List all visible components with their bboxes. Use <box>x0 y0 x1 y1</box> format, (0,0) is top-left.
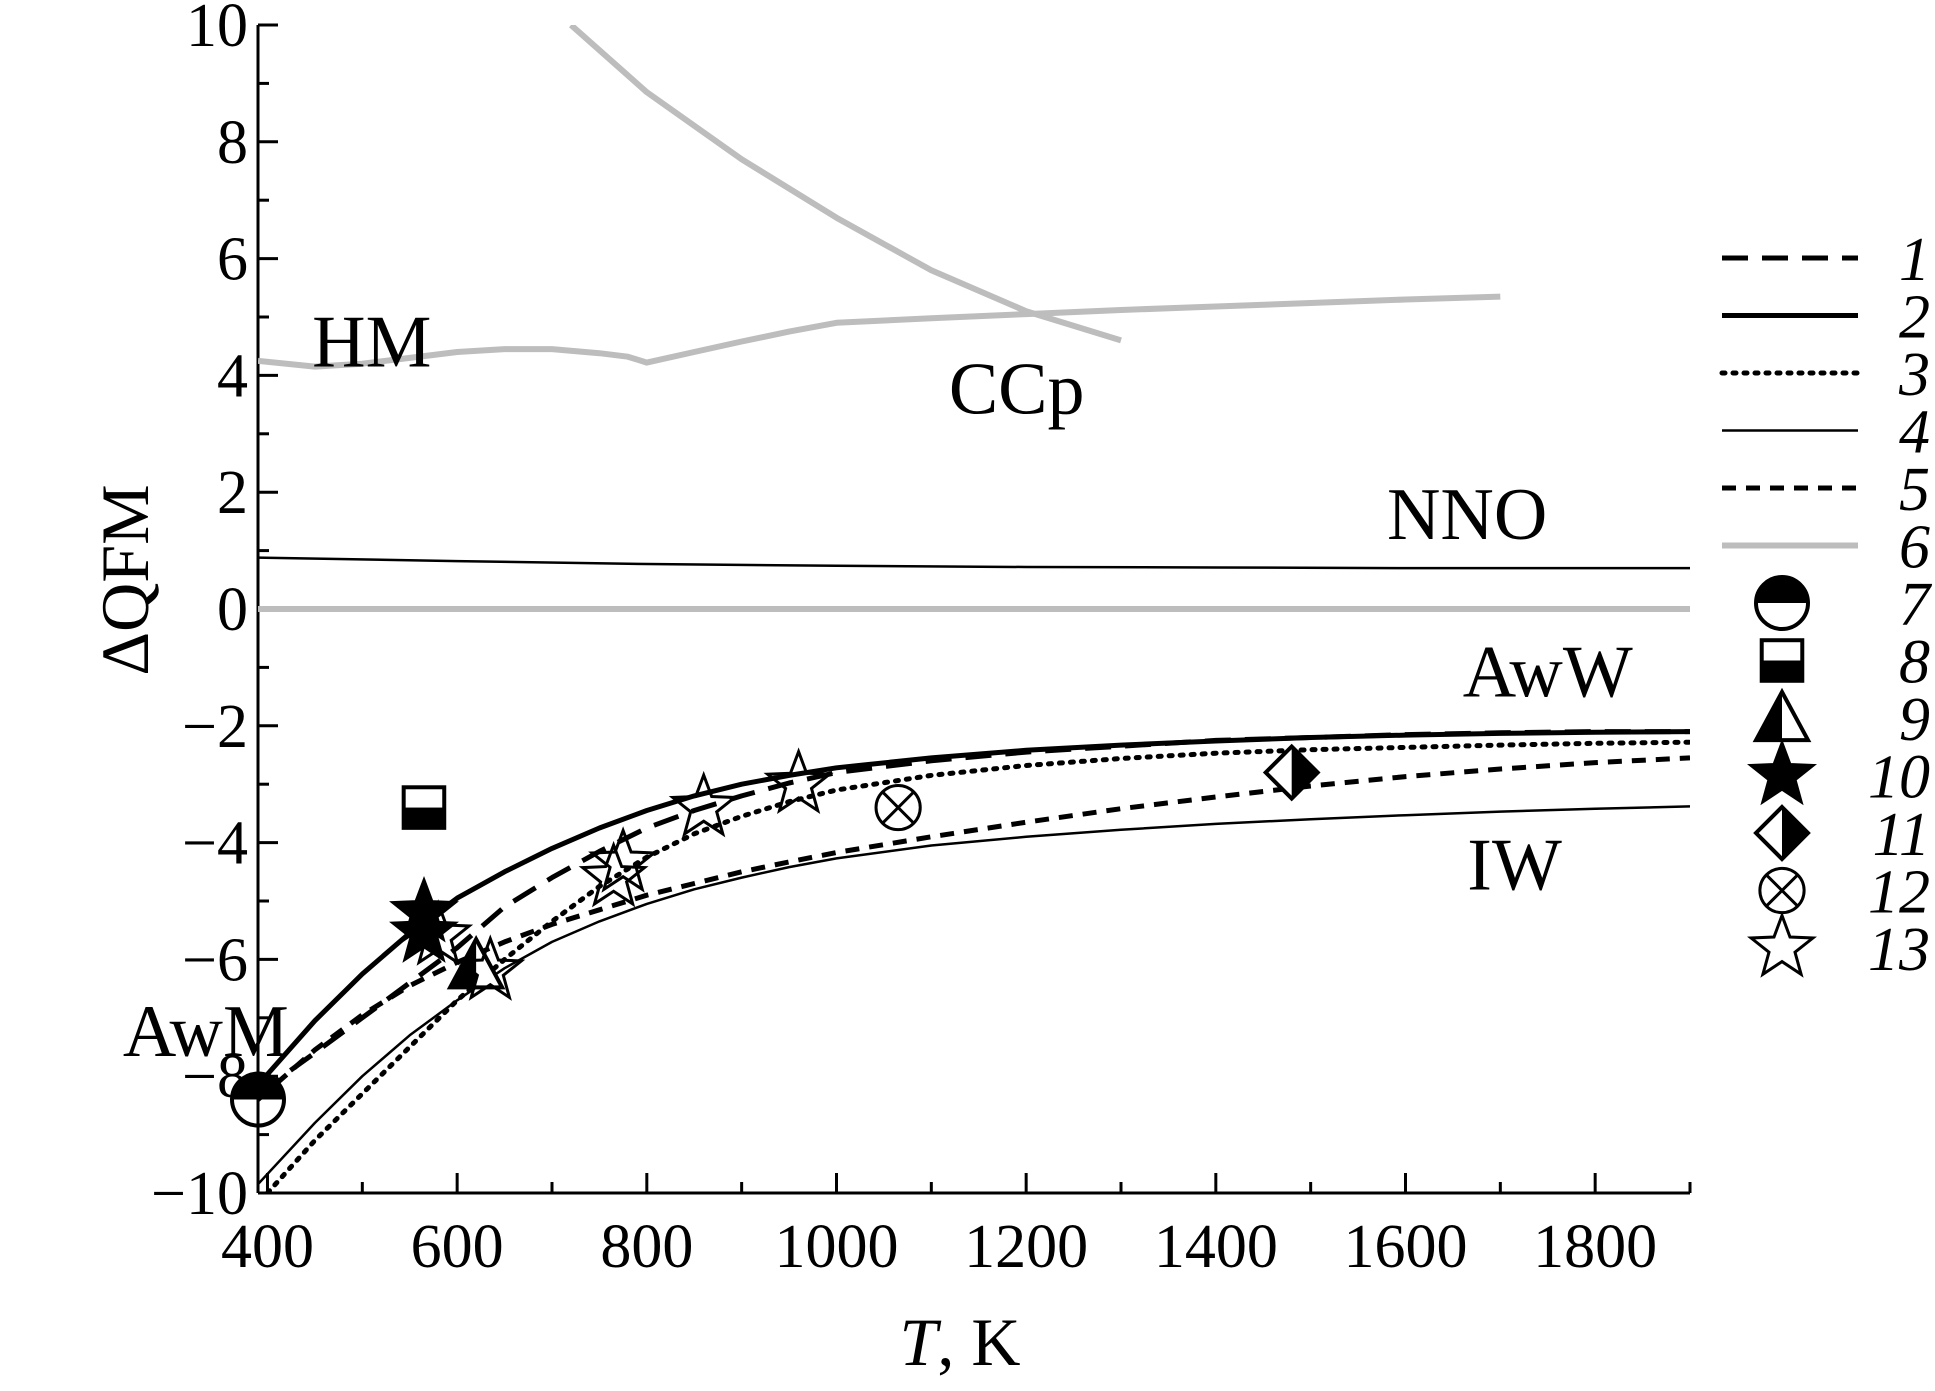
annotation-awm: AwM <box>123 991 289 1073</box>
marker-shape <box>588 826 659 893</box>
legend-item-13: 13 <box>1747 911 1930 984</box>
legend-label: 4 <box>1899 399 1930 467</box>
marker-fill <box>1756 692 1782 741</box>
marker-shape <box>403 899 474 966</box>
marker-fill <box>1782 807 1808 859</box>
marker-fill <box>1756 577 1808 603</box>
x-axis-variable: T <box>900 1304 942 1380</box>
marker-cross <box>881 791 915 825</box>
reference-buffer-line <box>569 25 1122 344</box>
y-tick-label: 10 <box>186 0 248 60</box>
legend-label: 10 <box>1868 744 1930 812</box>
legend-item-4: 4 <box>1722 399 1930 467</box>
x-axis-ticks: 400 600 800 1000 1200 1400 1600 1800 <box>221 1173 1692 1281</box>
series-line-4 <box>258 805 1690 1186</box>
marker-fill <box>1761 660 1803 681</box>
marker-cross <box>1765 873 1799 908</box>
reference-buffer-line <box>258 293 1501 370</box>
legend-item-5: 5 <box>1722 456 1930 524</box>
y-tick-label: 4 <box>217 342 248 410</box>
legend-item-10: 10 <box>1747 738 1930 812</box>
legend-label: 5 <box>1899 456 1930 524</box>
legend-label: 1 <box>1899 226 1930 294</box>
x-tick-label: 1400 <box>1154 1213 1278 1281</box>
annotation-iw: IW <box>1467 824 1562 906</box>
x-tick-label: 1000 <box>774 1213 898 1281</box>
legend-item-11: 11 <box>1753 801 1930 869</box>
legend-label: 12 <box>1868 859 1930 927</box>
data-marker-13 <box>455 934 526 1001</box>
legend-label: 6 <box>1899 514 1930 582</box>
y-tick-label: −2 <box>182 693 248 761</box>
y-tick-label: 6 <box>217 226 248 294</box>
data-marker-12 <box>874 783 922 832</box>
x-tick-label: 400 <box>221 1213 314 1281</box>
marker-outline <box>1754 575 1810 631</box>
legend-item-12: 12 <box>1758 859 1930 927</box>
legend-label: 11 <box>1873 801 1930 869</box>
x-tick-label: 1800 <box>1533 1213 1657 1281</box>
legend-item-3: 3 <box>1719 341 1930 409</box>
x-tick-label: 800 <box>600 1213 693 1281</box>
y-axis-title: ΔQFM <box>87 484 163 675</box>
legend-item-6: 6 <box>1722 514 1930 582</box>
marker-shape <box>1747 911 1817 978</box>
curve-annotations: HM CCp NNO AwW IW AwM <box>123 302 1633 1073</box>
annotation-hm: HM <box>312 302 431 384</box>
legend-label: 9 <box>1899 686 1930 754</box>
data-marker-13 <box>403 899 474 966</box>
data-markers <box>230 743 1321 1128</box>
marker-fill <box>403 807 445 828</box>
y-tick-label: −4 <box>182 810 248 878</box>
y-tick-label: −6 <box>182 926 248 994</box>
x-tick-label: 1600 <box>1343 1213 1467 1281</box>
series-line-3 <box>265 739 1690 1193</box>
y-tick-label: −10 <box>151 1160 248 1228</box>
legend-item-8: 8 <box>1759 629 1930 697</box>
y-tick-label: −8 <box>182 1043 248 1111</box>
annotation-nno: NNO <box>1387 474 1547 556</box>
marker-shape <box>1747 738 1817 806</box>
data-marker-7 <box>230 1071 286 1128</box>
legend-label: 13 <box>1868 916 1930 984</box>
legend-item-7: 7 <box>1754 571 1933 639</box>
y-tick-label: 2 <box>217 459 248 527</box>
x-tick-label: 1200 <box>964 1213 1088 1281</box>
legend-label: 3 <box>1898 341 1930 409</box>
marker-fill <box>232 1073 284 1100</box>
data-marker-13 <box>668 770 739 838</box>
series-line-5 <box>258 755 1690 1102</box>
series-lines <box>258 25 1690 1193</box>
marker-outline <box>874 783 922 832</box>
data-marker-13 <box>588 826 659 893</box>
marker-shape <box>668 770 739 838</box>
y-tick-label: 0 <box>217 576 248 644</box>
marker-fill <box>1291 746 1318 799</box>
series-line-1 <box>258 729 1690 1096</box>
data-marker-11 <box>1262 743 1321 802</box>
annotation-aww: AwW <box>1463 632 1633 714</box>
legend-label: 7 <box>1899 571 1933 639</box>
legend-label: 8 <box>1899 629 1930 697</box>
marker-shape <box>763 747 834 814</box>
y-tick-label: 8 <box>217 109 248 177</box>
reference-buffer-line <box>258 556 1690 570</box>
x-axis-title: T, K <box>900 1304 1021 1380</box>
marker-shape <box>455 934 526 1001</box>
annotation-ccp: CCp <box>949 348 1085 430</box>
legend-item-1: 1 <box>1722 226 1930 294</box>
data-marker-8 <box>401 785 447 830</box>
data-marker-13 <box>763 747 834 814</box>
series-line-2 <box>258 729 1690 1087</box>
legend-item-2: 2 <box>1722 284 1930 352</box>
marker-outline <box>230 1071 286 1128</box>
x-axis-unit: , K <box>937 1304 1020 1380</box>
x-tick-label: 600 <box>411 1213 504 1281</box>
legend-label: 2 <box>1899 284 1930 352</box>
y-axis-ticks: 10 8 6 4 2 0 −2 −4 −6 −8 −10 <box>151 0 278 1228</box>
